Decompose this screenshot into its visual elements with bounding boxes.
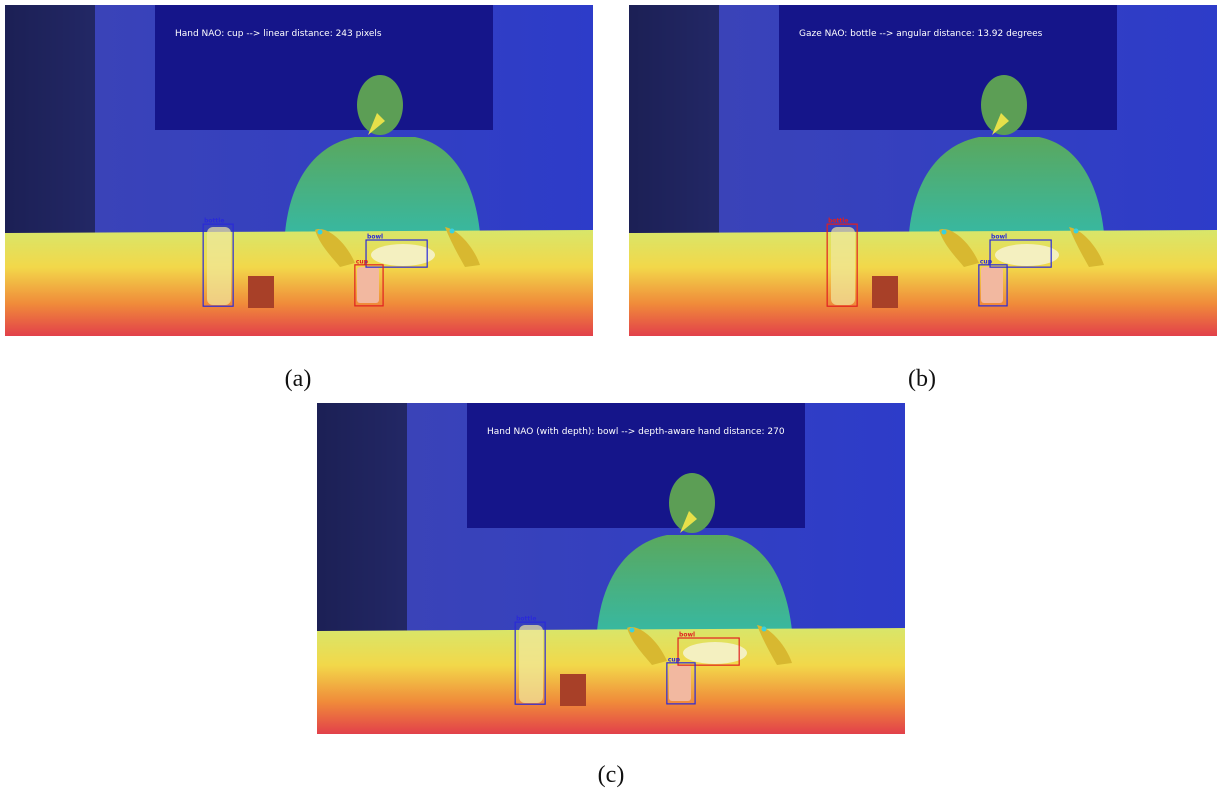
hand-point [318, 230, 323, 235]
hand-point [450, 229, 455, 234]
bottle-object [831, 227, 855, 305]
overlay-text: Gaze NAO: bottle --> angular distance: 1… [799, 29, 1043, 39]
overlay-text: Hand NAO (with depth): bowl --> depth-aw… [487, 427, 785, 437]
head [981, 75, 1027, 135]
box-label: bowl [679, 632, 695, 639]
table [629, 230, 1217, 336]
box-label: bottle [516, 616, 536, 623]
box-label: cup [356, 258, 369, 265]
blackboard [467, 403, 805, 528]
bowl-object [371, 244, 435, 266]
cube-object [248, 276, 274, 308]
bowl-object [995, 244, 1059, 266]
hand-point [762, 627, 767, 632]
caption: (b) [908, 366, 936, 392]
door [5, 5, 95, 235]
cup-object [357, 267, 379, 303]
bottle-object [207, 227, 231, 305]
box-label: bowl [991, 234, 1007, 241]
image-panel: bottle bowl cup Hand NAO: cup --> linear di… [5, 5, 593, 336]
blackboard [155, 5, 493, 130]
box-label: cup [980, 258, 993, 265]
caption: (c) [598, 762, 625, 788]
hand-point [630, 628, 635, 633]
bowl-object [683, 642, 747, 664]
hand-point [942, 230, 947, 235]
head [669, 473, 715, 533]
table [317, 628, 905, 734]
blackboard [779, 5, 1117, 130]
hand-point [1074, 229, 1079, 234]
table [5, 230, 593, 336]
image-panel: bottle bowl cup Gaze NAO: bottle --> angula… [629, 5, 1217, 336]
cube-object [872, 276, 898, 308]
cup-object [981, 267, 1003, 303]
caption: (a) [285, 366, 312, 392]
door [629, 5, 719, 235]
figure: bottle bowl cup Hand NAO: cup --> linear di… [0, 0, 1218, 791]
cup-object [669, 665, 691, 701]
cube-object [560, 674, 586, 706]
door [317, 403, 407, 633]
box-label: bowl [367, 234, 383, 241]
overlay-text: Hand NAO: cup --> linear distance: 243 p… [175, 29, 382, 39]
box-label: cup [668, 656, 681, 663]
image-panel: bottle bowl cup Hand NAO (with depth): bowl… [317, 403, 905, 734]
box-label: bottle [204, 218, 224, 225]
head [357, 75, 403, 135]
box-label: bottle [828, 218, 848, 225]
bottle-object [519, 625, 543, 703]
